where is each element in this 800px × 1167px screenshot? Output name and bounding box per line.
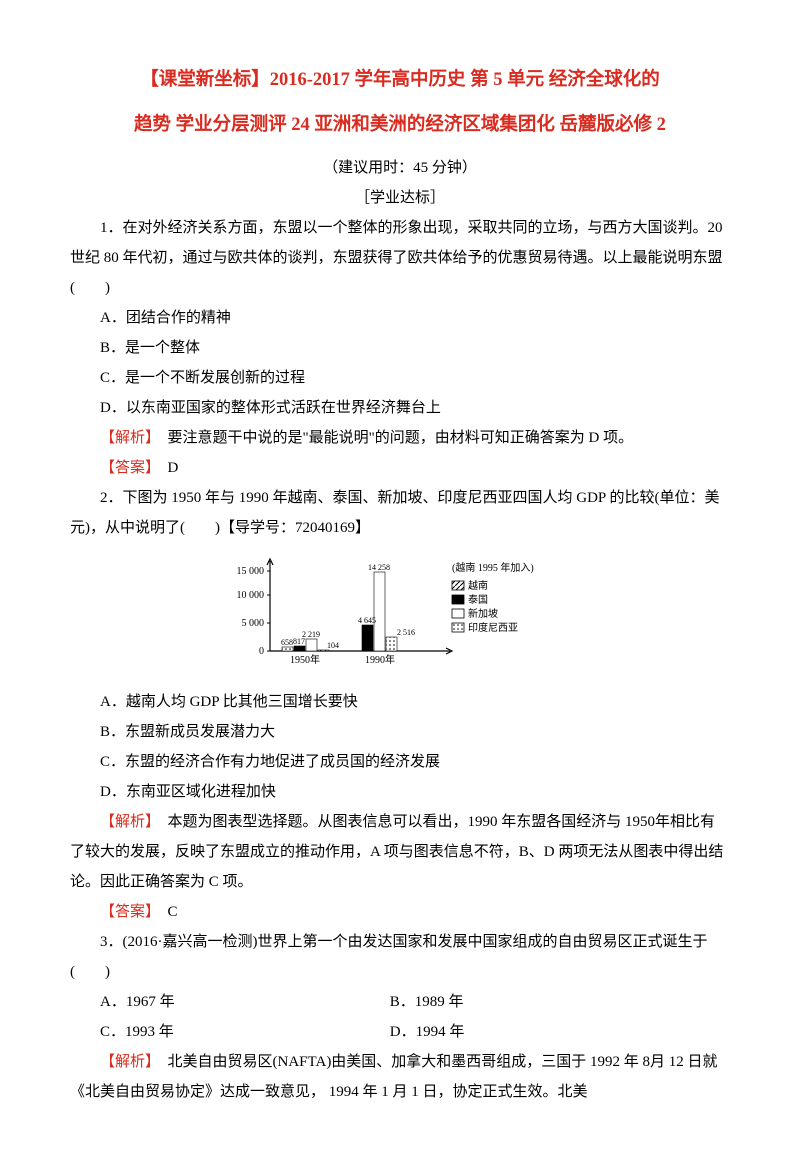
- q3-analysis-text: 北美自由贸易区(NAFTA)由美国、加拿大和墨西哥组成，三国于 1992 年 8…: [70, 1054, 718, 1100]
- q2-stem: 2．下图为 1950 年与 1990 年越南、泰国、新加坡、印度尼西亚四国人均 …: [70, 483, 730, 543]
- section-label: ［学业达标］: [70, 183, 730, 213]
- answer-label: 【答案】: [100, 904, 153, 920]
- q2-option-c: C．东盟的经济合作有力地促进了成员国的经济发展: [70, 747, 730, 777]
- q3-options-row2: C．1993 年 D．1994 年: [70, 1017, 730, 1047]
- q1-option-c: C．是一个不断发展创新的过程: [70, 363, 730, 393]
- label-104: 104: [327, 641, 339, 650]
- q1-answer-text: D: [153, 460, 179, 476]
- q3-option-c: C．1993 年: [70, 1017, 390, 1047]
- q1-analysis: 【解析】 要注意题干中说的是"最能说明"的问题，由材料可知正确答案为 D 项。: [70, 423, 730, 453]
- gdp-chart-svg: 0 5 000 10 000 15 000 658 817 2 219 104 …: [220, 551, 580, 681]
- legend-vietnam: 越南: [468, 579, 488, 592]
- legend-singapore: 新加坡: [468, 607, 498, 620]
- q3-option-b: B．1989 年: [390, 987, 730, 1017]
- label-4645: 4 645: [358, 616, 376, 625]
- ytick-5000: 5 000: [242, 618, 265, 629]
- q2-answer: 【答案】 C: [70, 897, 730, 927]
- q2-analysis-text: 本题为图表型选择题。从图表信息可以看出，1990 年东盟各国经济与 1950年相…: [70, 814, 723, 890]
- title-line-2: 趋势 学业分层测评 24 亚洲和美洲的经济区域集团化 岳麓版必修 2: [70, 105, 730, 146]
- analysis-label: 【解析】: [100, 1054, 153, 1070]
- q1-option-b: B．是一个整体: [70, 333, 730, 363]
- q3-option-a: A．1967 年: [70, 987, 390, 1017]
- q2-analysis: 【解析】 本题为图表型选择题。从图表信息可以看出，1990 年东盟各国经济与 1…: [70, 807, 730, 897]
- title-line-1: 【课堂新坐标】2016-2017 学年高中历史 第 5 单元 经济全球化的: [70, 60, 730, 101]
- q1-analysis-text: 要注意题干中说的是"最能说明"的问题，由材料可知正确答案为 D 项。: [153, 430, 634, 446]
- ytick-0: 0: [259, 646, 264, 657]
- analysis-label: 【解析】: [100, 430, 153, 446]
- analysis-label: 【解析】: [100, 814, 153, 830]
- xlabel-1990: 1990年: [365, 653, 395, 666]
- legend-indonesia: 印度尼西亚: [468, 621, 518, 634]
- q2-option-b: B．东盟新成员发展潜力大: [70, 717, 730, 747]
- q3-stem: 3．(2016·嘉兴高一检测)世界上第一个由发达国家和发展中国家组成的自由贸易区…: [70, 927, 730, 987]
- ytick-10000: 10 000: [237, 590, 265, 601]
- q3-options-row1: A．1967 年 B．1989 年: [70, 987, 730, 1017]
- label-2219: 2 219: [302, 630, 320, 639]
- q2-option-a: A．越南人均 GDP 比其他三国增长要快: [70, 687, 730, 717]
- q1-answer: 【答案】 D: [70, 453, 730, 483]
- answer-label: 【答案】: [100, 460, 153, 476]
- q3-option-d: D．1994 年: [390, 1017, 730, 1047]
- q1-stem: 1．在对外经济关系方面，东盟以一个整体的形象出现，采取共同的立场，与西方大国谈判…: [70, 213, 730, 303]
- label-2516: 2 516: [397, 628, 415, 637]
- legend-thailand: 泰国: [468, 593, 488, 606]
- suggested-time: （建议用时：45 分钟）: [70, 153, 730, 183]
- q3-analysis: 【解析】 北美自由贸易区(NAFTA)由美国、加拿大和墨西哥组成，三国于 199…: [70, 1047, 730, 1107]
- q2-option-d: D．东南亚区域化进程加快: [70, 777, 730, 807]
- label-658: 658: [281, 638, 293, 647]
- ytick-15000: 15 000: [237, 566, 265, 577]
- gdp-chart: 0 5 000 10 000 15 000 658 817 2 219 104 …: [70, 551, 730, 681]
- chart-note: (越南 1995 年加入): [452, 561, 534, 574]
- q2-answer-text: C: [153, 904, 178, 920]
- xlabel-1950: 1950年: [290, 653, 320, 666]
- label-14258: 14 258: [368, 563, 390, 572]
- q1-option-d: D．以东南亚国家的整体形式活跃在世界经济舞台上: [70, 393, 730, 423]
- q1-option-a: A．团结合作的精神: [70, 303, 730, 333]
